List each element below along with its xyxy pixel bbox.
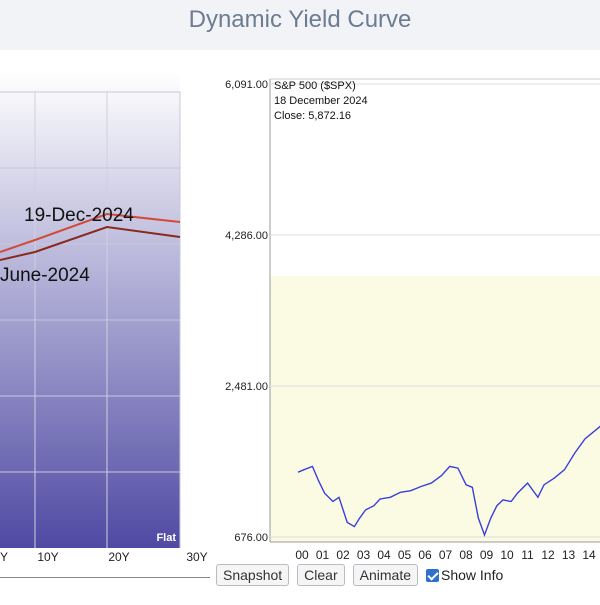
spx-plot-upper — [270, 79, 600, 276]
spx-x-tick-7: 07 — [439, 548, 453, 562]
spx-x-tick-11: 11 — [521, 548, 534, 562]
yield-plot-area — [0, 72, 180, 548]
yield-x-tick-1: 10Y — [37, 550, 58, 564]
show-info-label: Show Info — [441, 567, 504, 583]
snapshot-button-label: Snapshot — [223, 567, 283, 583]
spx-info-date: 18 December 2024 — [274, 95, 368, 107]
spx-x-tick-3: 03 — [357, 548, 371, 562]
show-info-toggle[interactable]: Show Info — [426, 567, 503, 583]
spx-plot-lower — [270, 276, 600, 542]
yield-gridlines — [0, 91, 180, 548]
page-title: Dynamic Yield Curve — [188, 6, 412, 33]
spx-x-tick-labels: 000102030405060708091011121314151 — [295, 548, 596, 562]
yield-x-axis: Y 10Y 20Y 30Y — [0, 550, 208, 564]
clear-button[interactable]: Clear — [297, 564, 345, 586]
yield-x-tick-3: 30Y — [186, 550, 207, 564]
spx-x-tick-1: 01 — [316, 548, 330, 562]
spx-y-tick-2: 2,481.00 — [225, 381, 268, 393]
yield-bottom-rule — [0, 577, 210, 578]
spx-x-tick-4: 04 — [377, 548, 391, 562]
spx-x-tick-12: 12 — [541, 548, 555, 562]
yield-x-tick-2: 20Y — [108, 550, 129, 564]
spx-price-line — [297, 425, 600, 538]
latest-curve-label: 19-Dec-2024 — [24, 205, 134, 226]
spx-info-close: Close: 5,872.16 — [274, 110, 351, 122]
spx-y-tick-1: 4,286.00 — [225, 230, 268, 242]
spx-x-tick-10: 10 — [500, 548, 514, 562]
spx-info-name: S&P 500 ($SPX) — [274, 80, 356, 92]
yield-curve-panel[interactable]: 19-Dec-2024 June-2024 Flat Y 10Y 20Y 30Y — [0, 72, 212, 600]
spx-panel[interactable]: S&P 500 ($SPX) 18 December 2024 Close: 5… — [214, 72, 600, 600]
clear-button-label: Clear — [304, 567, 338, 583]
spx-y-tick-3: 676.00 — [234, 532, 268, 544]
earlier-curve-label: June-2024 — [0, 265, 90, 286]
spx-x-tick-8: 08 — [459, 548, 473, 562]
spx-x-tick-5: 05 — [398, 548, 412, 562]
animate-button[interactable]: Animate — [352, 564, 418, 586]
show-info-checkbox[interactable] — [426, 568, 439, 582]
flat-label: Flat — [156, 532, 176, 544]
spx-x-tick-0: 00 — [295, 548, 309, 562]
title-bar: Dynamic Yield Curve — [0, 0, 600, 51]
title-divider — [0, 50, 600, 72]
spx-x-tick-6: 06 — [418, 548, 432, 562]
spx-gridlines — [270, 83, 600, 538]
spx-x-tick-13: 13 — [562, 548, 576, 562]
spx-x-tick-14: 14 — [582, 548, 596, 562]
spx-y-tick-0: 6,091.00 — [225, 79, 268, 91]
yield-curve-latest-line — [0, 212, 181, 253]
controls-row: Snapshot Clear Animate Show Info — [216, 563, 503, 587]
spx-x-tick-9: 09 — [480, 548, 494, 562]
yield-x-tick-0: Y — [0, 550, 8, 564]
spx-y-tick-labels: 6,091.00 4,286.00 2,481.00 676.00 — [225, 79, 268, 544]
yield-curve-earlier-line — [0, 225, 181, 261]
spx-chart[interactable]: S&P 500 ($SPX) 18 December 2024 Close: 5… — [214, 72, 600, 600]
yield-curve-chart[interactable]: 19-Dec-2024 June-2024 Flat Y 10Y 20Y 30Y — [0, 72, 212, 600]
spx-x-tick-2: 02 — [336, 548, 350, 562]
animate-button-label: Animate — [359, 567, 411, 583]
snapshot-button[interactable]: Snapshot — [216, 564, 290, 586]
